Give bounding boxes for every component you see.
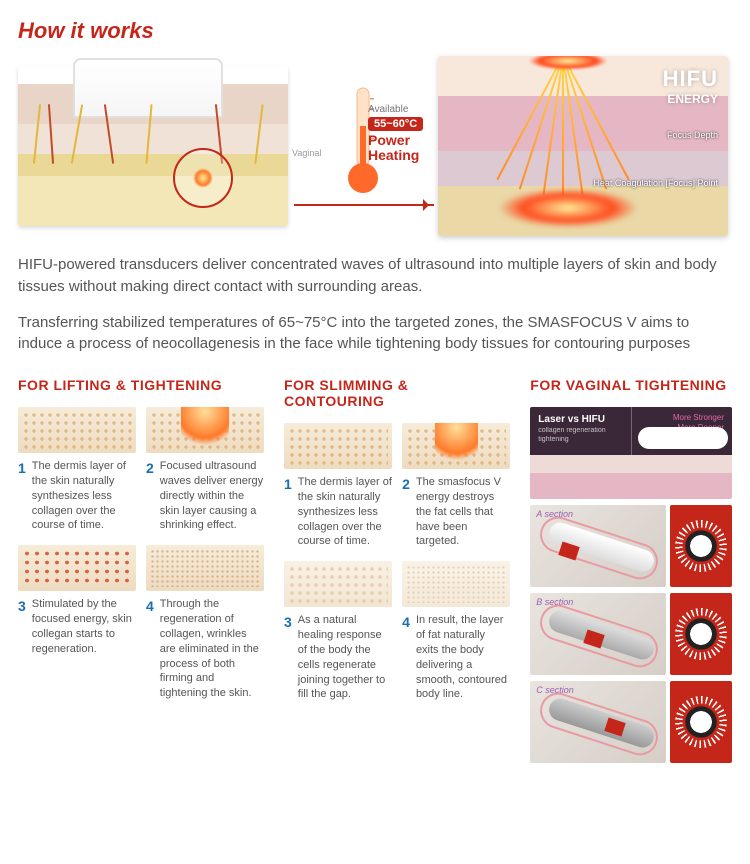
slimming-title: FOR SLIMMING & CONTOURING — [284, 377, 510, 409]
power-heating-label: PowerHeating — [368, 133, 419, 164]
arrow-right-icon — [294, 204, 434, 206]
available-label: Available — [368, 104, 408, 115]
vaginal-label: Vaginal — [292, 148, 321, 158]
cross-section-icon — [670, 505, 732, 587]
step-thumb — [146, 407, 264, 453]
step-thumb — [18, 407, 136, 453]
slimming-step-3: 3As a natural healing response of the bo… — [284, 561, 392, 702]
tissue-left-diagram — [18, 66, 288, 226]
tissue-right-diagram: HIFU ENERGY Focus Depth Heat Coagulation… — [438, 56, 728, 236]
lifting-step-1: 1The dermis layer of the skin naturally … — [18, 407, 136, 533]
col-vaginal: FOR VAGINAL TIGHTENING Laser vs HIFU col… — [530, 377, 732, 763]
cross-section-icon — [670, 681, 732, 763]
col-slimming: FOR SLIMMING & CONTOURING 1The dermis la… — [284, 377, 510, 763]
three-columns: FOR LIFTING & TIGHTENING 1The dermis lay… — [18, 377, 732, 763]
lifting-step-2: 2Focused ultrasound waves deliver energy… — [146, 407, 264, 533]
step-thumb — [284, 561, 392, 607]
zoom-circle-icon — [173, 148, 233, 208]
slimming-step-2: 2The smasfocus V energy destroys the fat… — [402, 423, 510, 549]
heat-point-label: Heat Coagulation [Focus] Point — [593, 178, 718, 188]
vaginal-top-panel: Laser vs HIFU collagen regeneration tigh… — [530, 407, 732, 499]
vaginal-row-b: B section — [530, 593, 732, 675]
hifu-badge: HIFU ENERGY — [663, 66, 718, 106]
lifting-step-4: 4Through the regeneration of collagen, w… — [146, 545, 264, 701]
slimming-step-4: 4In result, the layer of fat naturally e… — [402, 561, 510, 702]
vaginal-title: FOR VAGINAL TIGHTENING — [530, 377, 732, 393]
vaginal-row-a: A section — [530, 505, 732, 587]
vaginal-row-c: C section — [530, 681, 732, 763]
temp-range: 55~60°C — [368, 117, 423, 131]
lifting-step-3: 3Stimulated by the focused energy, skin … — [18, 545, 136, 701]
step-thumb — [402, 561, 510, 607]
step-thumb — [18, 545, 136, 591]
description-p2: Transferring stabilized temperatures of … — [18, 312, 732, 356]
page-title: How it works — [18, 18, 732, 44]
description-p1: HIFU-powered transducers deliver concent… — [18, 254, 732, 298]
step-thumb — [146, 545, 264, 591]
step-thumb — [402, 423, 510, 469]
cross-section-icon — [670, 593, 732, 675]
focus-depth-label: Focus Depth — [667, 130, 718, 140]
focus-glow — [498, 188, 638, 228]
thermometer-block: Vaginal Available 55~60°C PowerHeating — [298, 86, 428, 206]
step-thumb — [284, 423, 392, 469]
col-lifting: FOR LIFTING & TIGHTENING 1The dermis lay… — [18, 377, 264, 763]
tissue-fibers — [18, 104, 288, 174]
probe-icon — [638, 427, 728, 449]
slimming-step-1: 1The dermis layer of the skin naturally … — [284, 423, 392, 549]
lifting-title: FOR LIFTING & TIGHTENING — [18, 377, 264, 393]
hero-row: Vaginal Available 55~60°C PowerHeating — [18, 56, 732, 236]
